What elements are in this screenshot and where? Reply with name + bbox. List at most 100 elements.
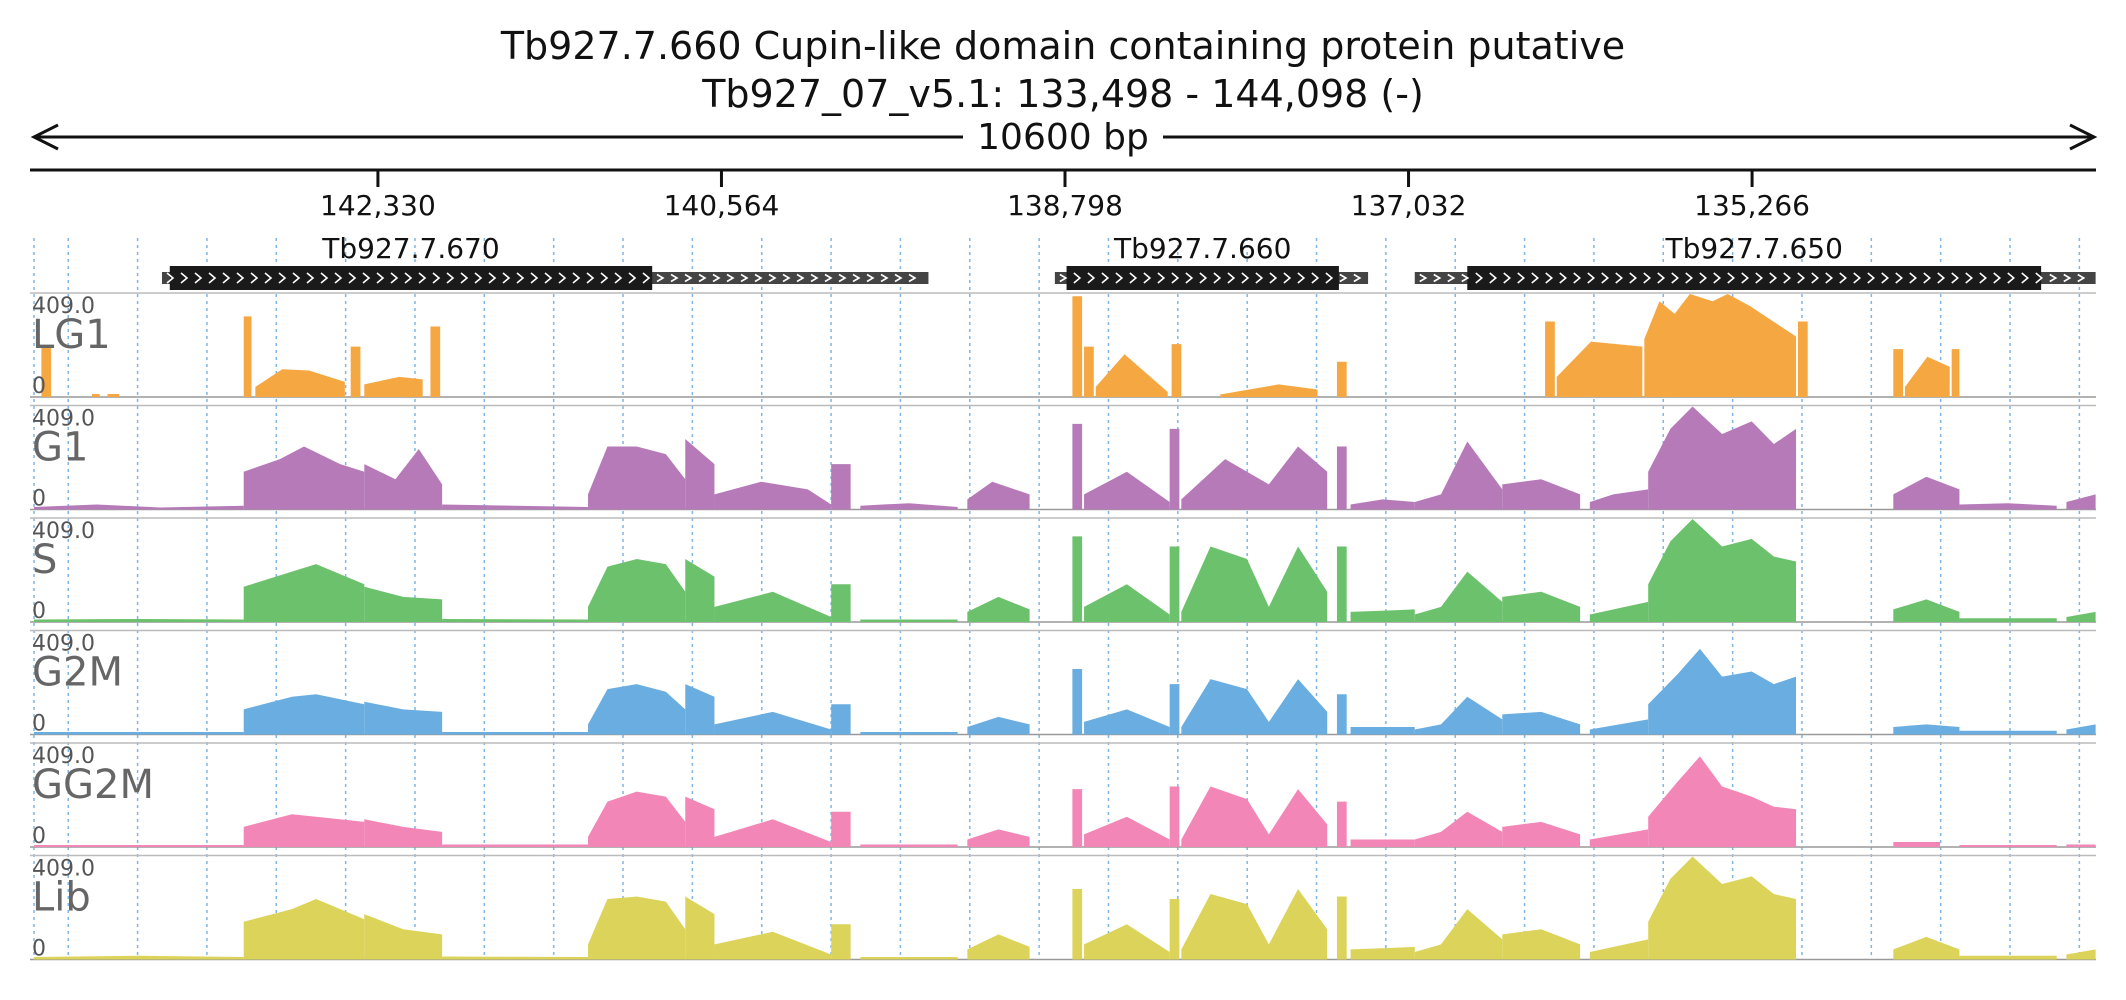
track-y-max-label: 409.0 [32, 407, 95, 432]
strand-arrow-icon [1811, 272, 1820, 284]
strand-arrow-icon [796, 273, 805, 283]
strand-arrow-icon [1185, 272, 1194, 284]
strand-arrow-icon [362, 272, 371, 284]
strand-arrow-icon [1727, 272, 1736, 284]
strand-arrow-icon [586, 272, 595, 284]
coverage-area [1959, 955, 2057, 960]
coverage-area [34, 504, 244, 510]
coverage-area [442, 844, 589, 847]
coverage-area [1797, 321, 1808, 397]
track-gg2m: 409.0 0 GG2M [30, 742, 2096, 849]
strand-arrow-icon [2035, 272, 2044, 284]
coverage-area [442, 504, 589, 510]
coverage-area [831, 811, 851, 847]
axis-tick-label: 142,330 [320, 189, 436, 222]
strand-arrow-icon [908, 273, 917, 283]
coverage-area [1336, 361, 1347, 397]
track-y-max-label: 409.0 [32, 857, 95, 882]
coverage-area [1644, 294, 1797, 397]
strand-arrow-icon [1615, 272, 1624, 284]
coverage-area [1648, 756, 1797, 847]
coverage-area [1350, 839, 1415, 847]
coverage-area [588, 791, 686, 847]
strand-arrow-icon [264, 272, 273, 284]
coverage-area [685, 896, 715, 960]
strand-arrow-icon [1867, 272, 1876, 284]
strand-arrow-icon [1657, 272, 1666, 284]
coverage-area [588, 896, 686, 960]
strand-arrow-icon [1825, 272, 1834, 284]
strand-arrow-icon [642, 272, 651, 284]
strand-arrow-icon [740, 273, 749, 283]
coverage-area [1350, 946, 1415, 960]
coverage-area [1556, 341, 1643, 397]
strand-arrow-icon [1157, 272, 1166, 284]
track-y-min-label: 0 [32, 487, 46, 512]
strand-arrow-icon [180, 272, 189, 284]
strand-arrow-icon [1143, 272, 1152, 284]
coverage-area [1350, 726, 1415, 735]
coverage-area [430, 326, 441, 397]
coverage-area [860, 956, 958, 960]
strand-arrow-icon [1531, 272, 1540, 284]
coverage-area [1072, 296, 1083, 397]
coverage-area [364, 586, 443, 622]
strand-arrow-icon [418, 272, 427, 284]
strand-arrow-icon [1629, 272, 1638, 284]
strand-arrow-icon [1517, 272, 1526, 284]
gene-label: Tb927.7.670 [321, 232, 499, 265]
strand-arrow-icon [1587, 272, 1596, 284]
coverage-area [1648, 856, 1797, 960]
coverage-area [243, 564, 365, 622]
coverage-area [34, 618, 244, 622]
coverage-area [860, 619, 958, 622]
track-y-min-label: 0 [32, 374, 46, 399]
track-y-max-label: 409.0 [32, 519, 95, 544]
coverage-area [1084, 471, 1170, 510]
coverage-area [2066, 949, 2096, 960]
coverage-area [364, 376, 423, 397]
strand-arrow-icon [278, 272, 287, 284]
coverage-area [831, 704, 851, 735]
track-g2m: 409.0 0 G2M [30, 629, 2096, 737]
strand-arrow-icon [348, 272, 357, 284]
strand-arrow-icon [250, 272, 259, 284]
coverage-area [34, 955, 244, 960]
scale-arrow-left-icon [30, 123, 59, 151]
coverage-area [243, 694, 365, 735]
coverage-tracks: 409.00LG1409.00G1409.00S409.00G2M409.00G… [30, 292, 2096, 962]
coverage-area [364, 449, 443, 510]
strand-arrow-icon [824, 273, 833, 283]
strand-arrow-icon [404, 272, 413, 284]
track-lib: 409.0 0 Lib [30, 854, 2096, 962]
strand-arrow-icon [628, 272, 637, 284]
coverage-area [1893, 476, 1960, 510]
coverage-area [714, 591, 832, 622]
strand-arrow-icon [1213, 272, 1222, 284]
coverage-area [831, 464, 851, 510]
strand-arrow-icon [1671, 272, 1680, 284]
strand-arrow-icon [516, 272, 525, 284]
track-name: G2M [32, 650, 123, 696]
strand-arrow-icon [334, 272, 343, 284]
coverage-area [1169, 546, 1180, 622]
strand-arrow-icon [1741, 272, 1750, 284]
coverage-area [1589, 601, 1649, 622]
strand-arrow-icon [502, 272, 511, 284]
coverage-area [831, 924, 851, 960]
coverage-area [1589, 829, 1649, 847]
strand-arrow-icon [1433, 273, 1442, 283]
strand-arrow-icon [1171, 272, 1180, 284]
coverage-area [967, 829, 1030, 847]
gene-cds [1066, 266, 1339, 290]
strand-arrow-icon [838, 273, 847, 283]
coverage-area [1959, 503, 2057, 510]
strand-arrow-icon [1951, 272, 1960, 284]
coverage-area [1589, 489, 1649, 510]
track-name: LG1 [32, 312, 111, 358]
track-name: G1 [32, 425, 88, 471]
coverage-area [1072, 789, 1083, 847]
coverage-area [1220, 384, 1318, 397]
coverage-area [1336, 801, 1347, 847]
coverage-area [1893, 936, 1960, 960]
